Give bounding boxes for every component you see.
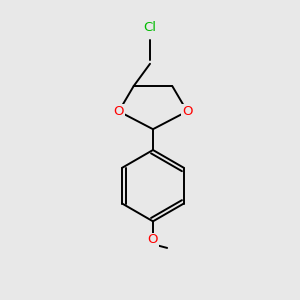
Text: O: O	[113, 105, 124, 118]
Text: O: O	[148, 233, 158, 246]
Text: Cl: Cl	[143, 21, 157, 34]
Text: O: O	[182, 105, 192, 118]
